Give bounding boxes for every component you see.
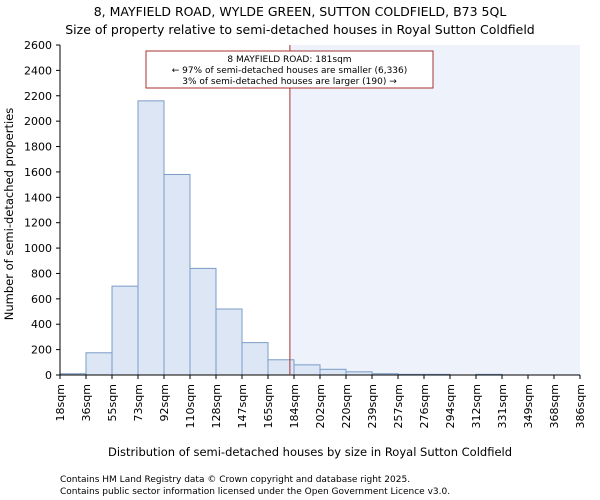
bar (241, 342, 269, 376)
bar (85, 352, 113, 376)
y-axis: 0 200 400 600 800 1000 1200 1400 1600 1800 2000 220… (24, 39, 61, 382)
x-tick-label: 276sqm (418, 384, 431, 428)
x-tick-label: 92sqm (158, 384, 171, 421)
bar (111, 285, 139, 376)
chart-subtitle: Size of property relative to semi-detach… (65, 22, 535, 37)
x-tick-label: 73sqm (132, 384, 145, 421)
y-tick-label: 1000 (24, 242, 52, 255)
y-tick-label: 2400 (24, 64, 52, 77)
x-tick-label: 294sqm (444, 384, 457, 428)
y-tick-label: 0 (45, 369, 52, 382)
y-axis-title: Number of semi-detached properties (2, 108, 16, 320)
x-tick-label: 110sqm (184, 384, 197, 428)
x-tick-label: 239sqm (366, 384, 379, 428)
y-tick-label: 1600 (24, 166, 52, 179)
bar (163, 173, 191, 376)
footer-line-2: Contains public sector information licen… (60, 487, 450, 497)
y-tick-label: 1800 (24, 141, 52, 154)
x-tick-label: 331sqm (496, 384, 509, 428)
x-tick-label: 386sqm (574, 384, 587, 428)
x-axis-title: Distribution of semi-detached houses by … (108, 445, 512, 459)
y-tick-label: 1200 (24, 217, 52, 230)
annotation-line-2: ← 97% of semi-detached houses are smalle… (172, 66, 408, 76)
larger-region (289, 45, 580, 375)
y-tick-label: 2200 (24, 90, 52, 103)
y-tick-label: 1400 (24, 191, 52, 204)
footer-line-1: Contains HM Land Registry data © Crown c… (60, 475, 410, 485)
x-tick-label: 349sqm (522, 384, 535, 428)
x-tick-label: 18sqm (54, 384, 67, 421)
bar (319, 368, 347, 376)
x-tick-label: 368sqm (548, 384, 561, 428)
x-tick-label: 257sqm (392, 384, 405, 428)
x-tick-label: 184sqm (288, 384, 301, 428)
bar (137, 100, 165, 376)
x-tick-label: 128sqm (210, 384, 223, 428)
annotation-line-1: 8 MAYFIELD ROAD: 181sqm (227, 55, 351, 65)
bar (189, 267, 217, 376)
chart-title: 8, MAYFIELD ROAD, WYLDE GREEN, SUTTON CO… (94, 4, 507, 19)
x-tick-label: 55sqm (106, 384, 119, 421)
y-tick-label: 600 (31, 293, 52, 306)
annotation-line-3: 3% of semi-detached houses are larger (1… (182, 77, 397, 87)
annotation-frame (145, 50, 434, 89)
x-tick-label: 312sqm (470, 384, 483, 428)
x-axis: 18sqm 36sqm 55sqm 73sqm 92sqm 110sqm 128sqm 147… (54, 374, 587, 428)
y-tick-label: 2600 (24, 39, 52, 52)
x-tick-label: 147sqm (236, 384, 249, 428)
bar-group (59, 100, 503, 376)
bar (293, 364, 321, 376)
x-tick-label: 165sqm (262, 384, 275, 428)
y-tick-label: 200 (31, 344, 52, 357)
y-tick-label: 400 (31, 318, 52, 331)
x-tick-label: 220sqm (340, 384, 353, 428)
y-tick-label: 2000 (24, 115, 52, 128)
x-tick-label: 202sqm (314, 384, 327, 428)
plot-area (289, 45, 580, 375)
x-tick-label: 36sqm (80, 384, 93, 421)
bar (215, 308, 243, 376)
annotation-box: 8 MAYFIELD ROAD: 181sqm ← 97% of semi-de… (145, 50, 434, 89)
y-tick-label: 800 (31, 267, 52, 280)
